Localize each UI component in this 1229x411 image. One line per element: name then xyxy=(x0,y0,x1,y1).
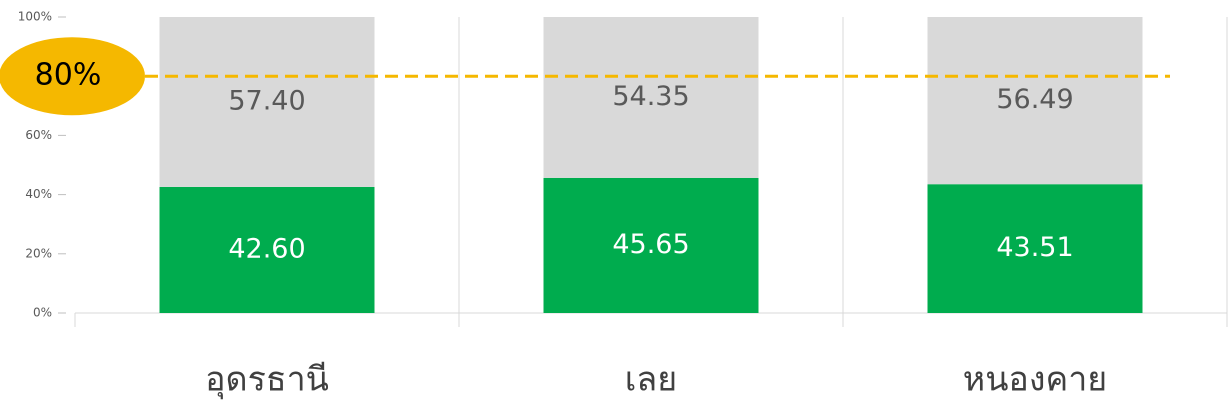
bar-segment xyxy=(543,177,759,313)
data-label: 45.65 xyxy=(612,229,689,260)
x-tick-label: อุดรธานี xyxy=(205,360,329,400)
annotation-badge xyxy=(0,37,145,116)
bar-segment xyxy=(159,17,375,187)
data-label: 57.40 xyxy=(228,85,305,116)
bar-segment xyxy=(159,186,375,313)
data-label: 42.60 xyxy=(228,233,305,264)
bar-segment xyxy=(927,17,1143,185)
y-tick-label: 0% xyxy=(33,306,52,320)
data-label: 56.49 xyxy=(996,84,1073,115)
y-tick-label: 40% xyxy=(25,187,52,201)
y-tick-label: 100% xyxy=(18,10,52,24)
annotation-label: 80% xyxy=(35,58,102,93)
bar-segment xyxy=(543,17,759,178)
y-tick-label: 60% xyxy=(25,128,52,142)
data-label: 43.51 xyxy=(996,232,1073,263)
x-tick-label: หนองคาย xyxy=(963,360,1107,400)
bar-segment xyxy=(927,184,1143,313)
y-tick-label: 20% xyxy=(25,246,52,260)
x-tick-label: เลย xyxy=(625,360,677,400)
data-label: 54.35 xyxy=(612,81,689,112)
